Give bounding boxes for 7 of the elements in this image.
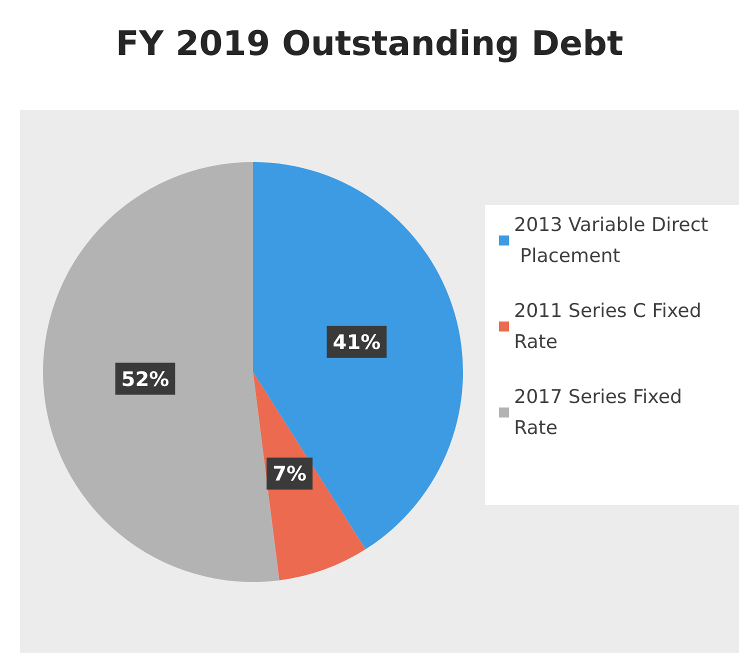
- data-label: 7%: [272, 462, 307, 486]
- legend-label: 2013 Variable Direct Placement: [514, 214, 708, 267]
- data-label: 52%: [121, 366, 170, 391]
- data-label: 41%: [332, 330, 381, 354]
- legend-label: 2017 Series Fixed Rate: [514, 386, 688, 439]
- chart-title: FY 2019 Outstanding Debt: [116, 24, 624, 64]
- legend-label: 2011 Series C Fixed Rate: [514, 300, 708, 353]
